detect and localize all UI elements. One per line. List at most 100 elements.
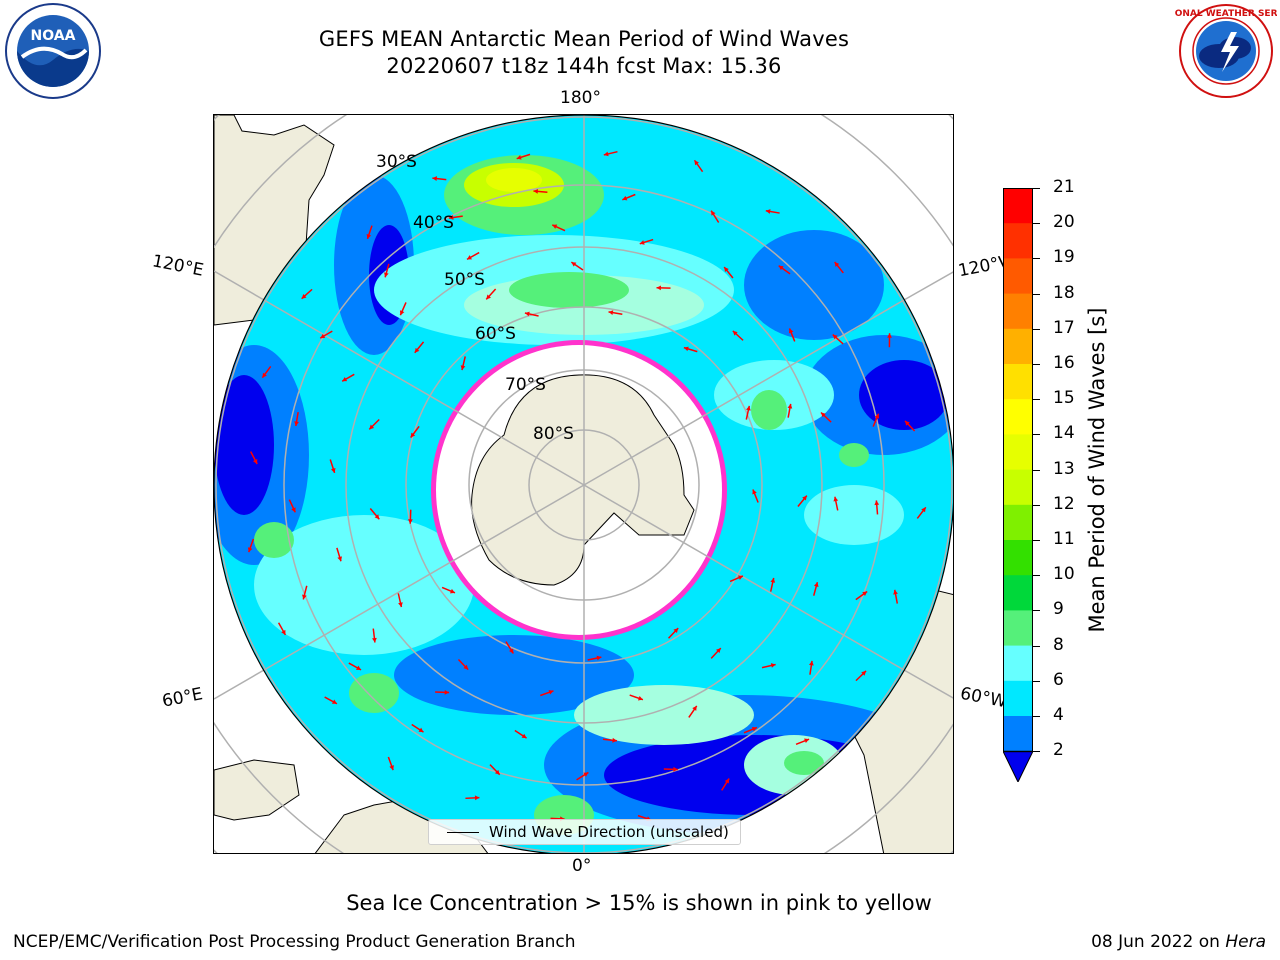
lat-label-40s: 40°S	[413, 213, 454, 233]
colorbar-tick-label: 14	[1053, 423, 1075, 444]
wind-wave-arrowhead	[474, 795, 480, 801]
wind-wave-arrowhead	[281, 629, 286, 635]
lat-label-50s: 50°S	[444, 270, 485, 290]
wind-wave-arrowhead	[330, 467, 336, 473]
wind-wave-arrowhead	[612, 737, 617, 743]
colorbar-tick-mark	[1033, 293, 1040, 295]
colorbar-band	[1003, 223, 1033, 259]
wind-wave-arrowhead	[571, 262, 577, 267]
wind-wave-arrowhead	[533, 189, 539, 194]
colorbar-band	[1003, 645, 1033, 682]
wind-wave-arrows	[247, 150, 927, 822]
wind-wave-arrowhead	[770, 577, 776, 583]
wind-wave-arrowhead	[301, 294, 307, 299]
colorbar-band	[1003, 504, 1033, 541]
colorbar-tick-mark	[1033, 751, 1040, 753]
wind-wave-arrowhead	[746, 405, 751, 411]
wind-wave-arrowhead	[414, 347, 420, 353]
colorbar-band	[1003, 434, 1033, 471]
wind-wave-arrowhead	[752, 489, 757, 495]
wind-wave-arrowhead	[656, 285, 661, 291]
colorbar-tick-label: 11	[1053, 529, 1075, 549]
wind-wave-arrowhead	[751, 726, 757, 732]
wind-wave-arrowhead	[637, 695, 643, 701]
colorbar-tick-label: 4	[1053, 705, 1064, 725]
wind-wave-arrowhead	[622, 195, 628, 201]
colorbar-tick-label: 21	[1053, 177, 1075, 197]
wind-wave-arrowhead	[861, 670, 867, 676]
wind-wave-arrowhead	[516, 155, 522, 160]
wind-wave-arrowhead	[694, 160, 699, 166]
colorbar-tick-label: 13	[1053, 458, 1075, 479]
wind-wave-arrowhead	[548, 690, 554, 695]
wind-wave-arrowhead	[809, 660, 814, 666]
colorbar-tick-label: 8	[1053, 634, 1064, 655]
wind-wave-arrowhead	[366, 234, 372, 239]
wind-wave-arrowhead	[716, 648, 721, 653]
colorbar-tick-label: 10	[1053, 564, 1075, 585]
wind-wave-arrowhead	[291, 507, 296, 513]
wind-wave-arrowhead	[331, 699, 337, 704]
colorbar-tick-label: 6	[1053, 669, 1064, 690]
colorbar-band	[1003, 469, 1033, 506]
wind-wave-arrowhead	[410, 432, 416, 438]
footer-credit: NCEP/EMC/Verification Post Processing Pr…	[13, 932, 576, 952]
wind-wave-arrowhead	[765, 209, 771, 214]
ocean-field	[214, 115, 953, 853]
wind-wave-arrowhead	[787, 403, 793, 409]
wind-wave-arrowhead	[262, 372, 267, 378]
wind-wave-arrowhead	[874, 500, 880, 506]
footer-date-text: 08 Jun 2022 on	[1091, 932, 1226, 952]
noaa-logo: NOAA	[5, 3, 101, 99]
colorbar-tick-mark	[1033, 680, 1040, 682]
lat-label-80s: 80°S	[533, 424, 574, 444]
lon-label-right-lower: 60°W	[958, 683, 1009, 713]
wind-wave-arrowhead	[724, 267, 729, 272]
map-plot-area	[213, 114, 954, 854]
wind-wave-arrowhead	[862, 591, 868, 596]
map-legend: Wind Wave Direction (unscaled)	[428, 819, 741, 845]
wind-wave-arrowhead	[356, 665, 362, 670]
wind-wave-arrowhead	[448, 215, 454, 220]
colorbar-tick-label: 17	[1053, 317, 1075, 338]
wind-wave-arrowhead	[552, 224, 558, 229]
colorbar-tick-mark	[1033, 716, 1040, 717]
wind-wave-arrowhead	[673, 766, 678, 772]
nws-logo: NATIONAL WEATHER SERVICE	[1175, 4, 1277, 98]
wind-wave-arrowhead	[418, 727, 424, 733]
colorbar	[1003, 188, 1033, 782]
wind-wave-arrowhead	[432, 176, 438, 181]
wind-wave-arrowhead	[820, 412, 826, 418]
wind-wave-arrowhead	[802, 495, 807, 501]
colorbar-tick-label: 16	[1053, 353, 1075, 373]
wind-wave-arrowhead	[521, 733, 527, 739]
wind-wave-arrowhead	[524, 311, 530, 317]
wind-wave-arrowhead	[460, 365, 466, 371]
colorbar-tick-label: 9	[1053, 599, 1064, 620]
lon-label-left-lower: 60°E	[160, 684, 205, 712]
wind-wave-arrowhead	[804, 738, 810, 744]
map-svg	[214, 115, 953, 853]
wind-wave-arrowhead	[247, 547, 253, 553]
lon-label-top: 180°	[560, 88, 601, 108]
chart-subtitle-run-info: 20220607 t18z 144h fcst Max: 15.36	[386, 54, 782, 78]
wind-wave-arrowhead	[904, 420, 910, 426]
footer-host: Hera	[1225, 932, 1266, 952]
wind-wave-arrowhead	[407, 519, 413, 524]
wind-wave-arrowhead	[778, 265, 784, 271]
legend-label: Wind Wave Direction (unscaled)	[489, 823, 729, 841]
colorbar-tick-mark	[1033, 645, 1040, 647]
colorbar-tick-mark	[1033, 540, 1040, 541]
chart-title: GEFS MEAN Antarctic Mean Period of Wind …	[318, 27, 850, 51]
colorbar-extension	[1003, 750, 1033, 782]
colorbar-tick-mark	[1033, 575, 1040, 577]
wind-wave-arrowhead	[608, 310, 614, 315]
wind-wave-arrowhead	[788, 328, 794, 334]
wind-wave-arrowhead	[834, 261, 840, 267]
colorbar-band	[1003, 680, 1033, 717]
wind-wave-arrowhead	[466, 255, 472, 260]
wind-wave-arrowhead	[463, 664, 469, 670]
wind-wave-arrowhead	[603, 151, 609, 157]
wind-wave-arrowhead	[639, 240, 645, 245]
wind-wave-arrowhead	[294, 421, 299, 426]
